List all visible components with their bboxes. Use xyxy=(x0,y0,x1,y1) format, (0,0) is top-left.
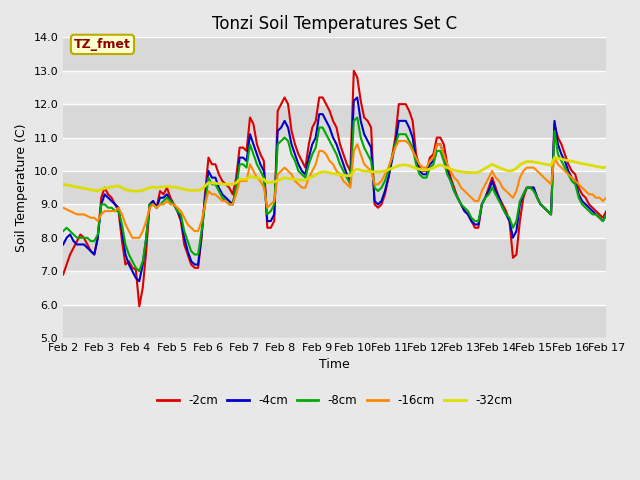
Bar xyxy=(63,138,606,171)
-8cm xyxy=(353,115,361,120)
-2cm xyxy=(360,115,368,120)
-4cm xyxy=(360,132,368,137)
-4cm xyxy=(136,278,143,284)
-4cm xyxy=(602,212,610,217)
-2cm xyxy=(60,272,67,277)
Bar xyxy=(63,271,606,305)
-16cm xyxy=(602,195,610,201)
-32cm xyxy=(60,181,67,187)
-8cm xyxy=(440,158,447,164)
-8cm xyxy=(136,268,143,274)
-16cm xyxy=(115,205,122,211)
Bar xyxy=(63,37,606,71)
-2cm xyxy=(156,188,164,194)
Bar xyxy=(63,238,606,271)
-16cm xyxy=(129,235,136,240)
-32cm xyxy=(260,177,268,182)
-4cm xyxy=(353,95,361,100)
Y-axis label: Soil Temperature (C): Soil Temperature (C) xyxy=(15,123,28,252)
-8cm xyxy=(156,202,164,207)
-8cm xyxy=(602,212,610,217)
-4cm xyxy=(260,168,268,174)
Line: -2cm: -2cm xyxy=(63,71,606,306)
-8cm xyxy=(115,208,122,214)
-16cm xyxy=(395,138,403,144)
Line: -16cm: -16cm xyxy=(63,141,606,238)
-2cm xyxy=(350,68,358,73)
Line: -32cm: -32cm xyxy=(63,157,606,191)
-2cm xyxy=(568,168,575,174)
-4cm xyxy=(60,241,67,247)
-32cm xyxy=(568,158,575,164)
-16cm xyxy=(568,175,575,180)
-32cm xyxy=(550,155,558,160)
-32cm xyxy=(602,164,610,170)
Line: -8cm: -8cm xyxy=(63,118,606,271)
-2cm xyxy=(115,208,122,214)
-2cm xyxy=(602,208,610,214)
Bar xyxy=(63,71,606,104)
-16cm xyxy=(440,151,447,157)
-2cm xyxy=(440,142,447,147)
-16cm xyxy=(156,202,164,207)
-8cm xyxy=(360,144,368,150)
X-axis label: Time: Time xyxy=(319,359,350,372)
-8cm xyxy=(568,178,575,184)
Bar xyxy=(63,305,606,338)
-8cm xyxy=(60,228,67,234)
Title: Tonzi Soil Temperatures Set C: Tonzi Soil Temperatures Set C xyxy=(212,15,458,33)
-4cm xyxy=(156,195,164,201)
-16cm xyxy=(60,205,67,211)
-16cm xyxy=(260,185,268,191)
-2cm xyxy=(136,303,143,309)
-32cm xyxy=(118,185,126,191)
Legend: -2cm, -4cm, -8cm, -16cm, -32cm: -2cm, -4cm, -8cm, -16cm, -32cm xyxy=(153,389,517,411)
Bar xyxy=(63,204,606,238)
-4cm xyxy=(115,205,122,211)
Bar xyxy=(63,171,606,204)
-32cm xyxy=(436,162,444,168)
-2cm xyxy=(260,158,268,164)
-16cm xyxy=(357,151,365,157)
-32cm xyxy=(357,168,365,173)
Line: -4cm: -4cm xyxy=(63,97,606,281)
-4cm xyxy=(440,151,447,157)
Text: TZ_fmet: TZ_fmet xyxy=(74,38,131,51)
-32cm xyxy=(94,188,102,194)
-32cm xyxy=(156,184,164,190)
-4cm xyxy=(568,175,575,180)
Bar xyxy=(63,104,606,138)
-8cm xyxy=(260,175,268,180)
